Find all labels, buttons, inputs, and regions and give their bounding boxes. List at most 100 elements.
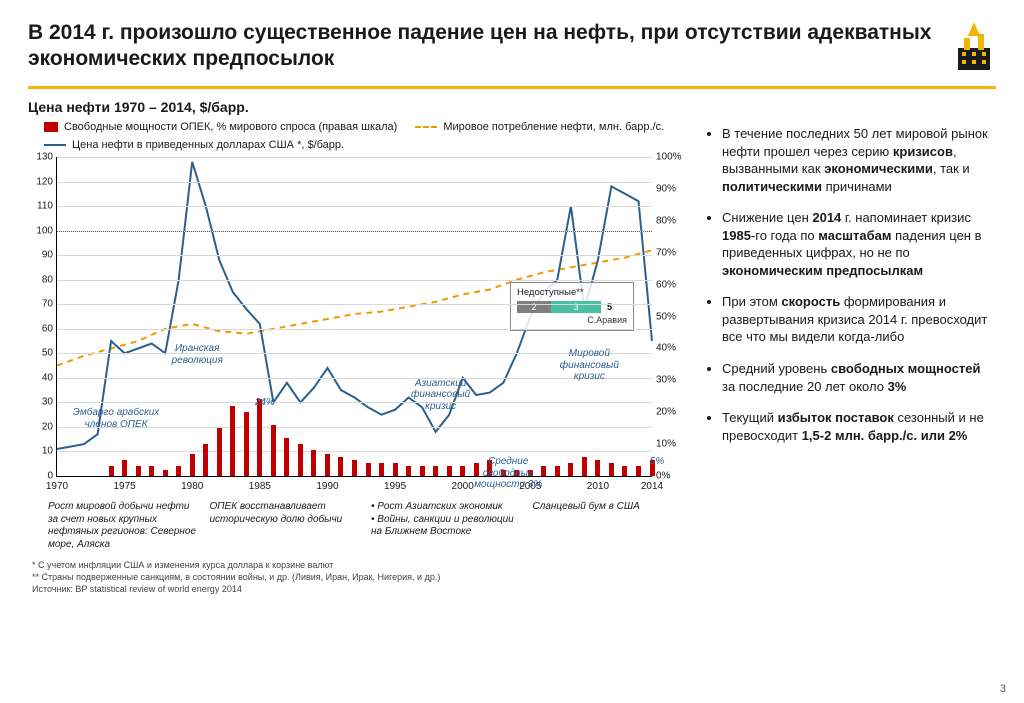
bar [393,463,398,476]
inset-total: 5 [601,301,612,313]
y1-tick: 120 [29,176,53,187]
y2-tick: 40% [656,343,688,354]
x-tick: 2014 [641,481,663,492]
bar [514,470,519,476]
y2-tick: 0% [656,471,688,482]
legend-bars-label: Свободные мощности ОПЕК, % мирового спро… [64,121,397,133]
bar [636,466,641,476]
x-tick: 2000 [452,481,474,492]
inset-seg-1: 2 [517,301,551,313]
bullet-item: При этом скорость формирования и разверт… [722,293,996,346]
below-note: ОПЕК восстанавливает историческую долю д… [210,501,362,551]
bar [163,470,168,476]
y2-tick: 80% [656,215,688,226]
bar [136,466,141,476]
bar [528,470,533,476]
footnote: * С учетом инфляции США и изменения курс… [32,559,688,571]
below-chart-notes: Рост мировой добычи нефти за счет новых … [28,501,688,551]
footnote: Источник: BP statistical review of world… [32,583,688,595]
y1-tick: 50 [29,348,53,359]
bar [122,460,127,476]
bar [406,466,411,476]
bullet-item: В течение последних 50 лет мировой рынок… [722,125,996,195]
bar [379,463,384,476]
bar [230,406,235,476]
y2-tick: 30% [656,375,688,386]
bullet-item: Средний уровень свободных мощностей за п… [722,360,996,395]
x-tick: 1980 [181,481,203,492]
chart-area: Свободные мощности ОПЕК, % мирового спро… [28,121,688,681]
bar [109,466,114,476]
inset-title: Недоступные** [517,287,627,298]
page-number: 3 [1000,683,1006,695]
bar [149,466,154,476]
x-tick: 1990 [316,481,338,492]
bar [433,466,438,476]
bar [176,466,181,476]
bar [338,457,343,476]
bar [420,466,425,476]
below-note: • Рост Азиатских экономик• Войны, санкци… [371,501,523,551]
inset-bar: 2 3 5 [517,301,627,313]
y2-tick: 50% [656,311,688,322]
bar [311,450,316,476]
y1-tick: 100 [29,225,53,236]
chart-legend: Свободные мощности ОПЕК, % мирового спро… [28,121,688,151]
y1-tick: 60 [29,323,53,334]
inset-seg-2: 3 [551,301,601,313]
inset-caption: С.Аравия [517,315,627,326]
y1-tick: 90 [29,250,53,261]
bar [650,460,655,476]
bullets-panel: В течение последних 50 лет мировой рынок… [706,121,996,681]
slide-title: В 2014 г. произошло существенное падение… [28,20,936,73]
x-tick: 1985 [249,481,271,492]
y1-tick: 30 [29,397,53,408]
bar [487,460,492,476]
legend-price: Цена нефти в приведенных долларах США *,… [44,139,688,151]
bar [217,428,222,476]
title-underline [28,86,996,89]
legend-bars: Свободные мощности ОПЕК, % мирового спро… [44,121,397,133]
legend-bars-swatch [44,122,58,132]
bar [284,438,289,476]
legend-consumption-swatch [415,126,437,128]
bar [622,466,627,476]
inset-capacity-box: Недоступные** 2 3 5 С.Аравия [510,282,634,331]
y1-tick: 0 [29,471,53,482]
y1-tick: 110 [29,201,53,212]
bar [325,454,330,476]
y1-tick: 10 [29,446,53,457]
footnote: ** Страны подверженные санкциям, в состо… [32,571,688,583]
x-tick: 2005 [519,481,541,492]
x-tick: 1975 [113,481,135,492]
bullet-item: Текущий избыток поставок сезонный и не п… [722,409,996,444]
bar [541,466,546,476]
y1-tick: 20 [29,421,53,432]
y2-tick: 90% [656,183,688,194]
x-tick: 1995 [384,481,406,492]
y1-tick: 40 [29,372,53,383]
chart-title: Цена нефти 1970 – 2014, $/барр. [28,99,996,115]
bullets-list: В течение последних 50 лет мировой рынок… [706,125,996,444]
bar [352,460,357,476]
y1-tick: 70 [29,299,53,310]
y2-tick: 20% [656,407,688,418]
y2-tick: 10% [656,439,688,450]
bar [474,463,479,476]
bar [595,460,600,476]
bar [298,444,303,476]
chart-footnotes: * С учетом инфляции США и изменения курс… [28,559,688,595]
below-note: Рост мировой добычи нефти за счет новых … [48,501,200,551]
y2-tick: 60% [656,279,688,290]
bar [366,463,371,476]
bar [447,466,452,476]
bullet-item: Снижение цен 2014 г. напоминает кризис 1… [722,209,996,279]
bar [257,399,262,476]
below-note: Сланцевый бум в США [533,501,685,551]
y2-tick: 100% [656,152,688,163]
bar [271,425,276,476]
bar [460,466,465,476]
legend-price-swatch [44,144,66,146]
y1-tick: 80 [29,274,53,285]
bar [190,454,195,476]
